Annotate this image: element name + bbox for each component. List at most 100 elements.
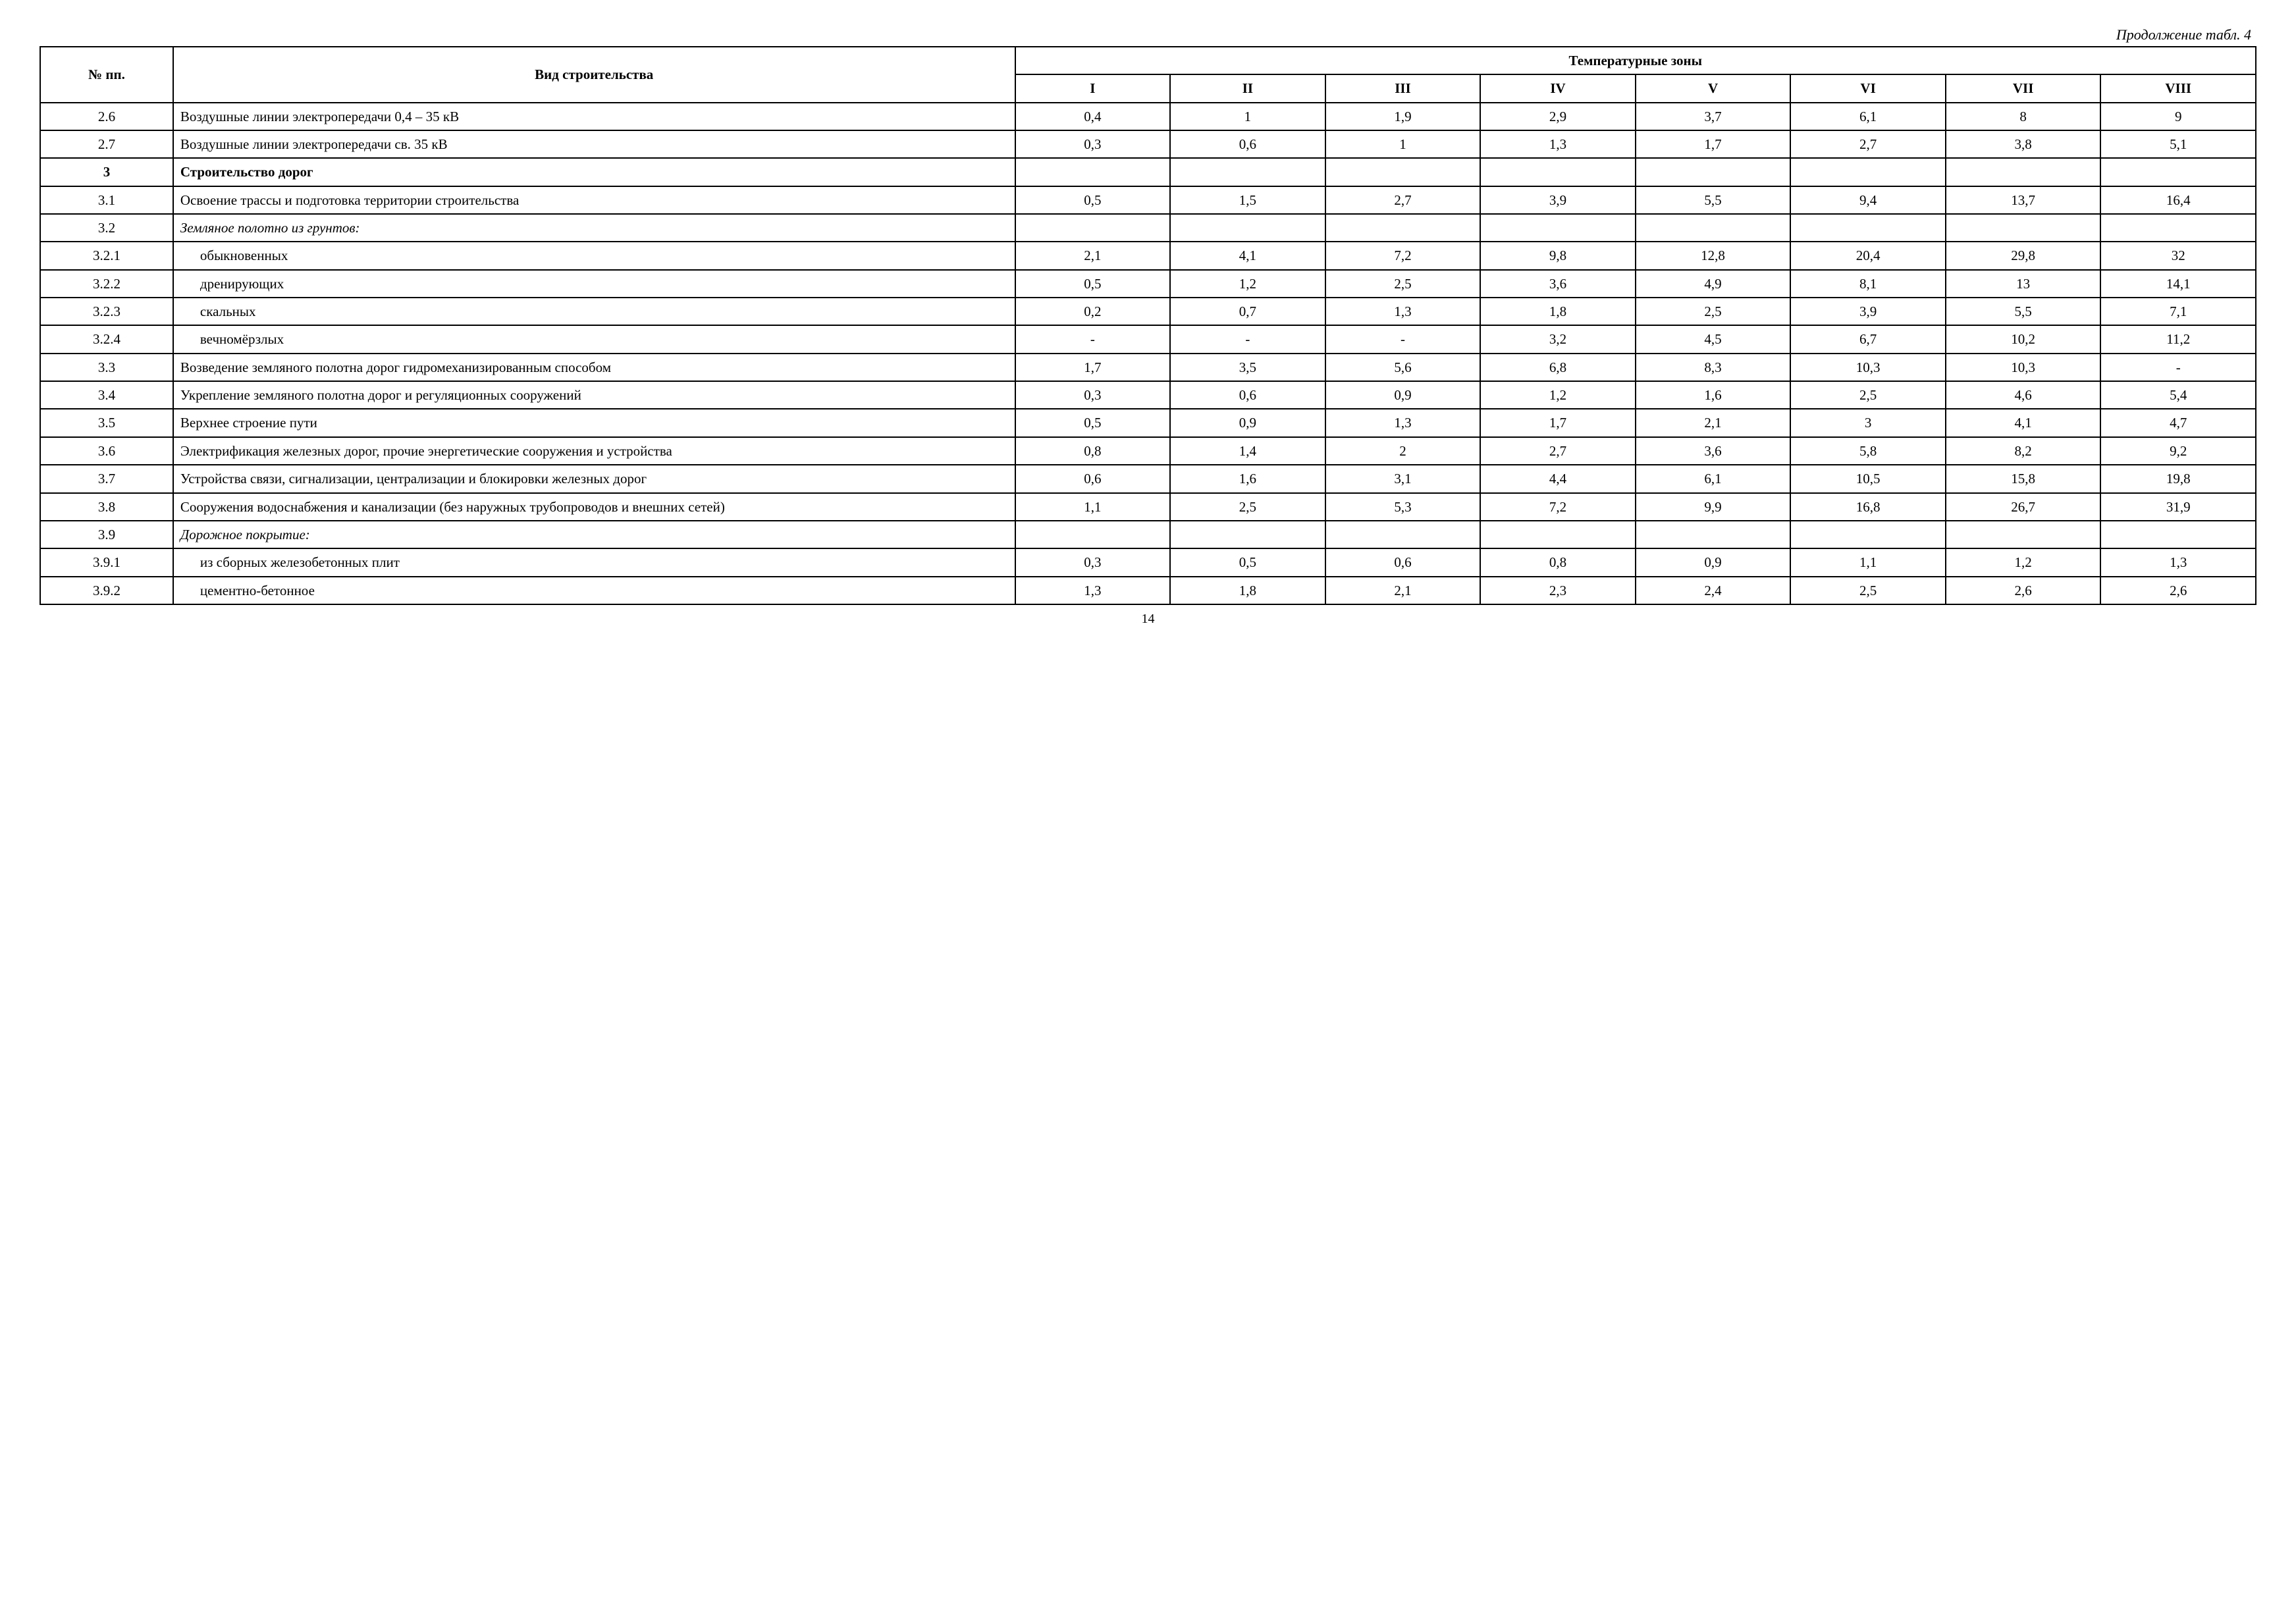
row-description: Строительство дорог — [173, 158, 1015, 186]
zone-value: 1,1 — [1015, 493, 1171, 521]
zone-value — [1015, 158, 1171, 186]
row-description: из сборных железобетонных плит — [173, 548, 1015, 576]
zone-value: 0,3 — [1015, 130, 1171, 158]
zone-value: 2,5 — [1636, 298, 1791, 325]
zone-value: 2,1 — [1015, 242, 1171, 269]
zone-value: 1 — [1325, 130, 1481, 158]
zone-value: 14,1 — [2100, 270, 2256, 298]
zone-value: 9,9 — [1636, 493, 1791, 521]
table-row: 3.6Электрификация железных дорог, прочие… — [40, 437, 2256, 465]
zone-value: 16,8 — [1790, 493, 1946, 521]
row-description: Сооружения водоснабжения и канализации (… — [173, 493, 1015, 521]
zone-value: 1,3 — [2100, 548, 2256, 576]
zone-value: 6,8 — [1480, 354, 1636, 381]
zone-value — [1636, 521, 1791, 548]
zone-value: 2,7 — [1480, 437, 1636, 465]
table-row: 3.4Укрепление земляного полотна дорог и … — [40, 381, 2256, 409]
zone-value: 3,9 — [1480, 186, 1636, 214]
row-number: 3.2 — [40, 214, 173, 242]
row-number: 3.7 — [40, 465, 173, 492]
row-number: 2.6 — [40, 103, 173, 130]
row-description: Устройства связи, сигнализации, централи… — [173, 465, 1015, 492]
zone-value: 0,6 — [1170, 381, 1325, 409]
zone-value: 10,2 — [1946, 325, 2101, 353]
row-description: Дорожное покрытие: — [173, 521, 1015, 548]
zone-value: 9,4 — [1790, 186, 1946, 214]
table-row: 3.7Устройства связи, сигнализации, центр… — [40, 465, 2256, 492]
zone-value: 4,1 — [1170, 242, 1325, 269]
zone-value: 3,2 — [1480, 325, 1636, 353]
zone-value: 1,5 — [1170, 186, 1325, 214]
table-row: 3.8Сооружения водоснабжения и канализаци… — [40, 493, 2256, 521]
table-row: 3.5Верхнее строение пути0,50,91,31,72,13… — [40, 409, 2256, 436]
zone-value: 2 — [1325, 437, 1481, 465]
table-row: 3.2Земляное полотно из грунтов: — [40, 214, 2256, 242]
table-continuation-label: Продолжение табл. 4 — [40, 26, 2256, 43]
page-number: 14 — [40, 612, 2256, 627]
zone-value — [1790, 214, 1946, 242]
zone-header: III — [1325, 74, 1481, 102]
zone-value: - — [2100, 354, 2256, 381]
zone-value — [2100, 214, 2256, 242]
zone-value — [1325, 214, 1481, 242]
zone-value: 1,2 — [1480, 381, 1636, 409]
zone-value: 6,7 — [1790, 325, 1946, 353]
zone-value: 0,9 — [1325, 381, 1481, 409]
zone-value: 10,3 — [1790, 354, 1946, 381]
zone-value: 1,8 — [1480, 298, 1636, 325]
zone-value: 1 — [1170, 103, 1325, 130]
zone-value: 3 — [1790, 409, 1946, 436]
row-description: обыкновенных — [173, 242, 1015, 269]
row-number: 3.6 — [40, 437, 173, 465]
zone-value: 0,5 — [1015, 270, 1171, 298]
zone-value: 3,9 — [1790, 298, 1946, 325]
row-description: Укрепление земляного полотна дорог и рег… — [173, 381, 1015, 409]
zone-value: 4,9 — [1636, 270, 1791, 298]
zone-value: 4,7 — [2100, 409, 2256, 436]
col-header-number: № пп. — [40, 47, 173, 103]
row-number: 3.9.2 — [40, 577, 173, 604]
table-row: 3.9.2цементно-бетонное1,31,82,12,32,42,5… — [40, 577, 2256, 604]
zone-value: 1,9 — [1325, 103, 1481, 130]
zone-value: - — [1015, 325, 1171, 353]
zone-value — [1946, 521, 2101, 548]
zone-value: 9,2 — [2100, 437, 2256, 465]
row-description: Воздушные линии электропередачи 0,4 – 35… — [173, 103, 1015, 130]
zone-value: 31,9 — [2100, 493, 2256, 521]
row-description: Воздушные линии электропередачи св. 35 к… — [173, 130, 1015, 158]
row-description: Земляное полотно из грунтов: — [173, 214, 1015, 242]
table-row: 3.9.1из сборных железобетонных плит0,30,… — [40, 548, 2256, 576]
table-body: 2.6Воздушные линии электропередачи 0,4 –… — [40, 103, 2256, 604]
zone-value: 4,1 — [1946, 409, 2101, 436]
zone-value: 1,3 — [1325, 409, 1481, 436]
zone-value: 5,5 — [1946, 298, 2101, 325]
row-description: Верхнее строение пути — [173, 409, 1015, 436]
row-number: 3.2.4 — [40, 325, 173, 353]
zone-value: 2,6 — [2100, 577, 2256, 604]
zone-value: 5,1 — [2100, 130, 2256, 158]
row-number: 3.3 — [40, 354, 173, 381]
row-description: дренирующих — [173, 270, 1015, 298]
zone-value: 1,7 — [1015, 354, 1171, 381]
zone-value: 0,9 — [1170, 409, 1325, 436]
zone-value — [1636, 158, 1791, 186]
table-row: 3.2.1обыкновенных2,14,17,29,812,820,429,… — [40, 242, 2256, 269]
zone-value: 2,7 — [1325, 186, 1481, 214]
zone-value: 1,3 — [1480, 130, 1636, 158]
zone-header: I — [1015, 74, 1171, 102]
zone-value: - — [1325, 325, 1481, 353]
table-row: 2.7Воздушные линии электропередачи св. 3… — [40, 130, 2256, 158]
zone-value: 0,5 — [1015, 409, 1171, 436]
zone-value: 0,6 — [1325, 548, 1481, 576]
zone-value: 0,3 — [1015, 381, 1171, 409]
zone-value: 3,6 — [1480, 270, 1636, 298]
row-number: 3.2.2 — [40, 270, 173, 298]
zone-value: 9,8 — [1480, 242, 1636, 269]
zone-value — [1170, 521, 1325, 548]
zone-value: - — [1170, 325, 1325, 353]
zone-value: 1,7 — [1636, 130, 1791, 158]
zone-value — [1325, 521, 1481, 548]
zone-header: V — [1636, 74, 1791, 102]
zone-value: 15,8 — [1946, 465, 2101, 492]
zone-value: 2,4 — [1636, 577, 1791, 604]
